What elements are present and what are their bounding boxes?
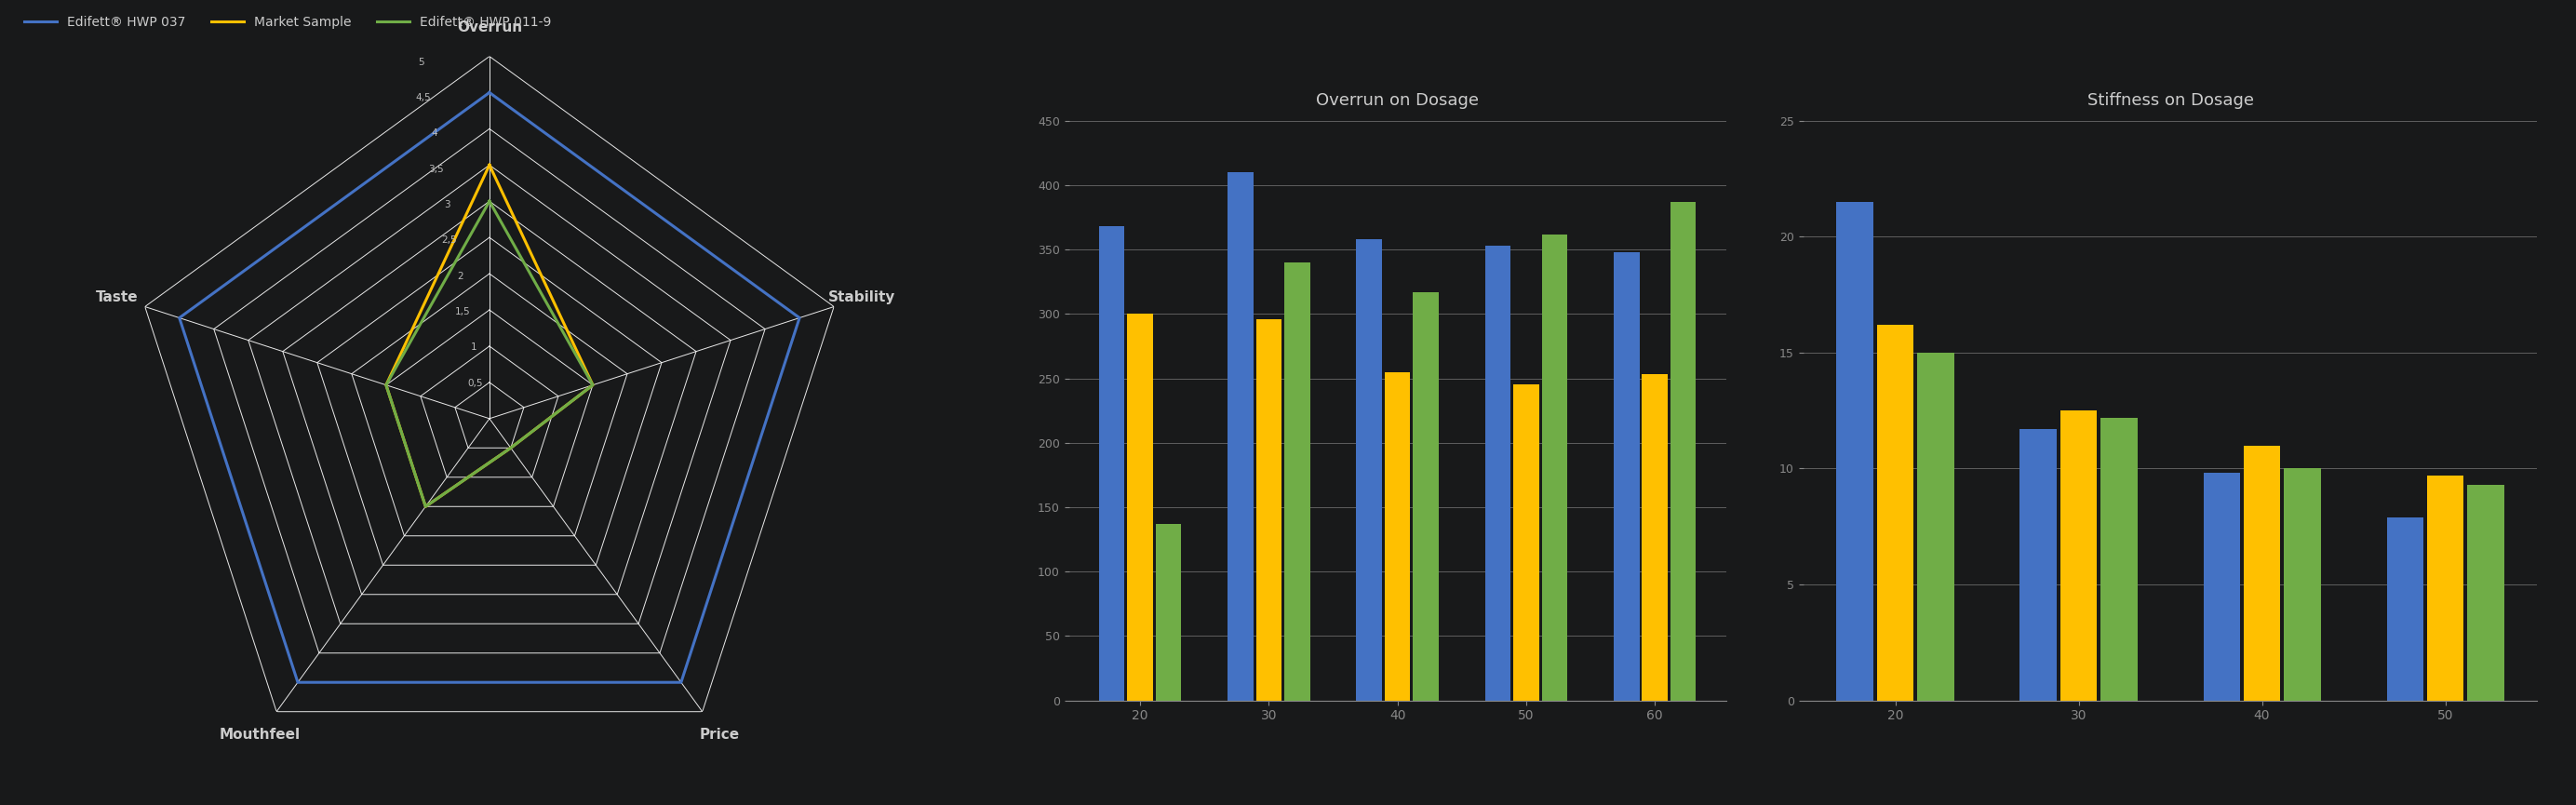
Bar [1257,319,1283,700]
Bar [1157,524,1182,700]
Bar [2020,429,2056,700]
Legend: Edifett® HWP 037, Market Sample, Edifett® HWP 011-9: Edifett® HWP 037, Market Sample, Edifett… [1950,802,2391,805]
Bar [2202,473,2241,700]
Legend: Edifett® HWP 037, Market Sample, Edifett® HWP 011-9: Edifett® HWP 037, Market Sample, Edifett… [21,10,556,34]
Bar [2468,485,2504,700]
Bar [1229,172,1255,700]
Bar [1358,239,1383,700]
Bar [1641,374,1667,700]
Bar [2061,411,2097,700]
Title: Stiffness on Dosage: Stiffness on Dosage [2087,93,2254,109]
Title: Overrun on Dosage: Overrun on Dosage [1316,93,1479,109]
Text: 4: 4 [430,129,438,138]
Text: 3,5: 3,5 [428,164,443,174]
Bar [1540,234,1566,700]
Bar [2385,517,2424,700]
Legend: Edifett® HWP 037, Market Sample, Edifett® HWP 011-9: Edifett® HWP 037, Market Sample, Edifett… [1177,802,1618,805]
Bar [2244,445,2280,700]
Bar [2285,469,2321,700]
Bar [2099,418,2138,700]
Text: 0,5: 0,5 [469,378,482,388]
Bar [1917,353,1955,700]
Bar [1669,202,1695,700]
Bar [1100,226,1126,700]
Text: 5: 5 [417,57,425,67]
Bar [1837,202,1873,700]
Text: 1: 1 [471,343,477,352]
Text: 4,5: 4,5 [415,93,430,102]
Text: 2: 2 [459,271,464,281]
Bar [1128,314,1154,700]
Bar [1613,252,1638,700]
Text: 1,5: 1,5 [453,307,469,316]
Bar [2427,476,2463,700]
Bar [1484,246,1510,700]
Bar [1386,372,1409,700]
Bar [1285,262,1311,700]
Text: 2,5: 2,5 [440,236,456,245]
Bar [1412,292,1437,700]
Bar [1512,385,1538,700]
Bar [1878,324,1914,700]
Text: 3: 3 [446,200,451,209]
